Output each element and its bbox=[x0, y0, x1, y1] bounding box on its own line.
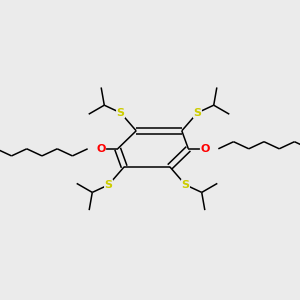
Text: S: S bbox=[182, 180, 189, 190]
Text: S: S bbox=[105, 180, 112, 190]
Text: S: S bbox=[117, 108, 124, 118]
Text: O: O bbox=[96, 144, 106, 154]
Text: O: O bbox=[200, 144, 210, 154]
Text: S: S bbox=[194, 108, 201, 118]
